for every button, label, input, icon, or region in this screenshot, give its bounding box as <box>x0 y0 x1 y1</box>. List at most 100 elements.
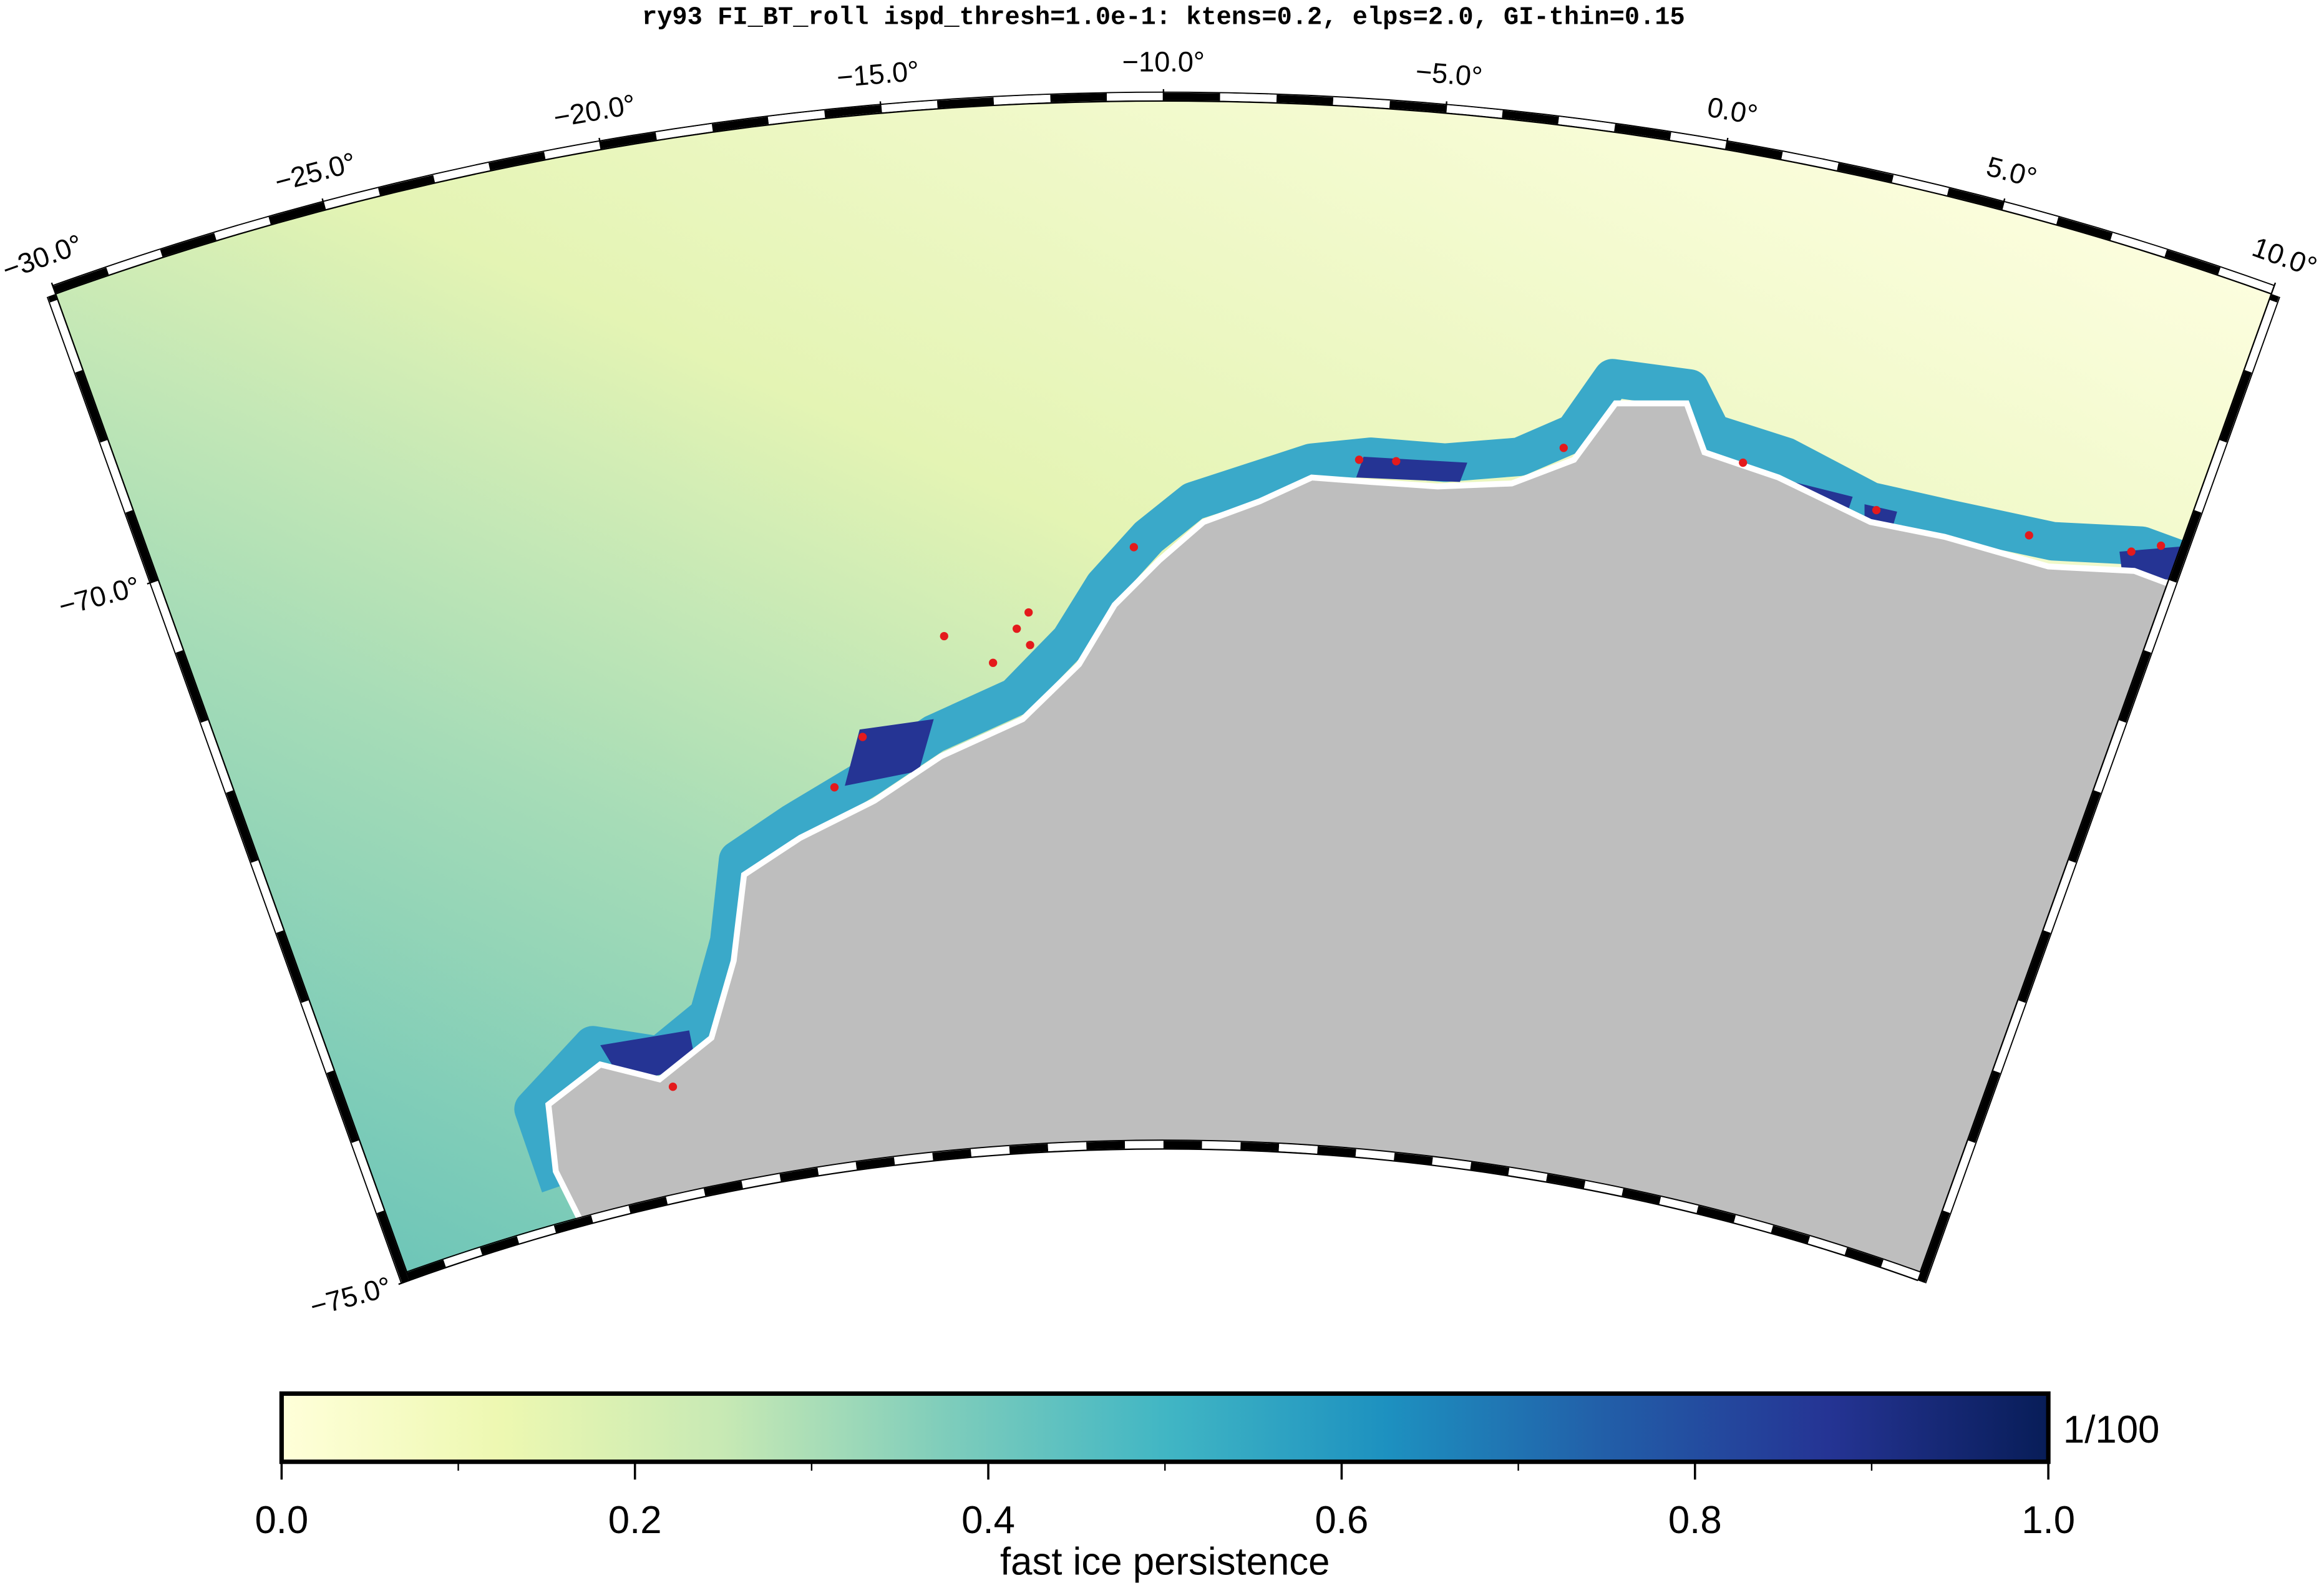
frame-dash <box>1508 1167 1548 1182</box>
frame-dash <box>1807 1236 1847 1255</box>
frame-dash <box>817 1162 857 1176</box>
colorbar: 1/100 fast ice persistence 0.0 0.2 0.4 0.6 0… <box>255 1391 2160 1583</box>
lon-label: −25.0° <box>271 146 359 198</box>
frame-dash <box>175 650 208 723</box>
frame-dash <box>932 1149 972 1161</box>
lon-tick <box>1724 137 1729 150</box>
frame-dash <box>226 790 258 863</box>
iceberg-dot <box>2025 531 2033 540</box>
colorbar-tick-label: 0.2 <box>608 1499 662 1542</box>
lon-tick <box>321 198 326 210</box>
iceberg-dot <box>2157 541 2166 550</box>
frame-dash <box>2219 370 2252 443</box>
iceberg-dot <box>1559 444 1568 452</box>
iceberg-dot <box>1024 608 1033 617</box>
lon-tick <box>879 101 882 114</box>
lon-tick <box>2270 282 2277 295</box>
frame-dash <box>100 440 133 513</box>
iceberg-dot <box>1392 457 1401 465</box>
fast-ice-band <box>514 359 2197 1192</box>
frame-dash <box>1048 1142 1087 1152</box>
frame-dash <box>993 94 1051 105</box>
frame-dash <box>880 100 938 113</box>
frame-dash <box>1546 1174 1586 1189</box>
frame-dash <box>214 217 271 240</box>
colorbar-tick-label: 0.4 <box>961 1499 1015 1542</box>
colorbar-tick-label: 0.8 <box>1668 1499 1722 1542</box>
frame-dash <box>433 163 490 183</box>
frame-dash <box>2056 217 2113 240</box>
frame-dash <box>1771 1225 1811 1244</box>
frame-dash <box>666 1188 706 1204</box>
colorbar-unit: 1/100 <box>2063 1408 2160 1451</box>
colorbar-ramp <box>279 1391 2051 1464</box>
frame-dash <box>2144 580 2177 653</box>
frame-dash <box>2169 510 2202 583</box>
frame-dash <box>1202 1141 1241 1150</box>
iceberg-dot <box>1354 455 1364 464</box>
frame-dash <box>2119 650 2152 723</box>
iceberg-dot <box>830 783 839 792</box>
frame-dash <box>1333 97 1390 109</box>
iceberg-dot <box>858 733 867 741</box>
frame-dash <box>1394 1152 1433 1165</box>
colorbar-tick-label: 0.0 <box>255 1499 308 1542</box>
frame-dash <box>2043 860 2076 933</box>
frame-dash <box>1240 1142 1280 1152</box>
frame-dash <box>326 1070 359 1143</box>
frame-line <box>46 296 402 1284</box>
iceberg-dot <box>940 631 948 641</box>
frame-dash <box>517 1225 557 1244</box>
frame-dash <box>1278 1144 1318 1154</box>
iceberg-dot <box>1026 641 1034 650</box>
frame-dash <box>1502 110 1559 124</box>
lon-label: −15.0° <box>835 55 920 94</box>
frame-dash <box>377 1210 409 1284</box>
iceberg-dot <box>1013 624 1021 633</box>
frame-dash <box>1837 163 1894 183</box>
iceberg-dot <box>989 658 998 667</box>
frame-dash <box>407 1260 446 1280</box>
frame-dash <box>443 1247 482 1267</box>
colorbar-label: fast ice persistence <box>1000 1540 1330 1583</box>
frame-dash <box>2068 790 2101 863</box>
frame-dash <box>1583 1181 1623 1196</box>
frame-dash <box>971 1146 1010 1157</box>
frame-outline <box>54 100 2273 1282</box>
frame-dash <box>1892 175 1949 196</box>
frame-dash <box>711 117 769 132</box>
frame-dash <box>2094 720 2126 793</box>
lon-label: −30.0° <box>0 228 87 286</box>
frame-dash <box>150 580 183 653</box>
frame-dash <box>1844 1247 1884 1267</box>
frame-dash <box>1389 100 1447 113</box>
frame-dash <box>893 1152 933 1165</box>
iceberg-dot <box>1872 505 1881 515</box>
frame-dash <box>2194 440 2227 513</box>
map-frame <box>46 91 2280 1284</box>
lon-label: 0.0° <box>1705 91 1760 131</box>
frame-line <box>1925 296 2280 1284</box>
frame-dash <box>1050 93 1107 102</box>
frame-dash <box>2164 250 2221 275</box>
lon-tick <box>51 282 57 295</box>
frame-dash <box>1470 1162 1510 1176</box>
lon-label: −10.0° <box>1122 46 1205 77</box>
frame-dash <box>47 294 57 303</box>
frame-dash <box>106 250 163 275</box>
frame-dash <box>767 110 825 124</box>
frame-line <box>406 1139 1921 1273</box>
frame-dash <box>2270 294 2279 303</box>
frame-dash <box>1220 93 1277 102</box>
frame-dash <box>351 1140 384 1213</box>
frame-dash <box>1881 1260 1920 1280</box>
frame-dash <box>591 1206 631 1223</box>
frame-dash <box>1968 1070 2001 1143</box>
frame-dash <box>1659 1197 1699 1213</box>
frame-dash <box>703 1181 743 1196</box>
lon-tick <box>1444 101 1447 114</box>
frame-dash <box>75 370 108 443</box>
frame-dash <box>2110 233 2167 257</box>
